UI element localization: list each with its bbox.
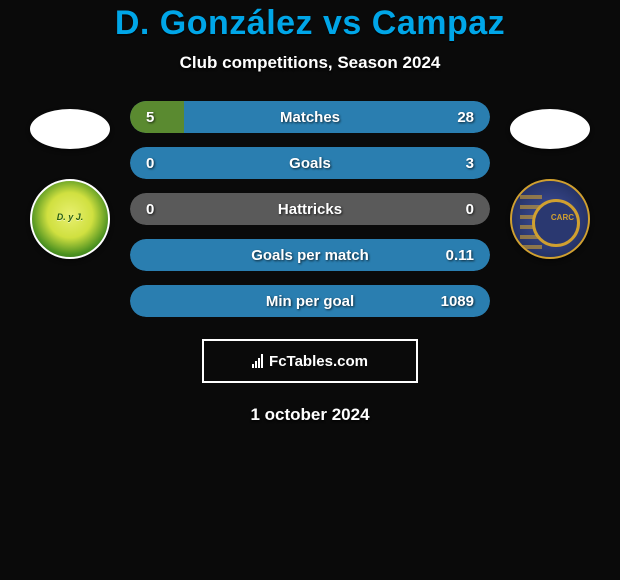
stat-bar: 0Hattricks0 xyxy=(130,193,490,225)
source-link[interactable]: FcTables.com xyxy=(202,339,418,383)
right-badge-text: CARC xyxy=(551,213,574,222)
right-team-badge: CARC xyxy=(510,179,590,259)
stat-bar: Goals per match0.11 xyxy=(130,239,490,271)
stat-right-value: 0.11 xyxy=(446,247,474,264)
left-badge-text: D. y J. xyxy=(57,212,84,222)
stat-bar: Min per goal1089 xyxy=(130,285,490,317)
stat-label: Goals xyxy=(130,155,490,172)
left-player-avatar xyxy=(30,109,110,149)
stat-label: Hattricks xyxy=(130,201,490,218)
stat-bar: 5Matches28 xyxy=(130,101,490,133)
source-brand-text: FcTables.com xyxy=(269,353,368,370)
left-team-badge: D. y J. xyxy=(30,179,110,259)
stat-right-value: 3 xyxy=(466,155,474,172)
stats-comparison-card: D. González vs Campaz Club competitions,… xyxy=(0,0,620,425)
right-player-avatar xyxy=(510,109,590,149)
stats-bars: 5Matches280Goals30Hattricks0Goals per ma… xyxy=(130,101,490,317)
chart-bars-icon xyxy=(252,354,263,368)
left-player-column: D. y J. xyxy=(20,101,120,259)
subtitle: Club competitions, Season 2024 xyxy=(0,53,620,73)
stat-bar: 0Goals3 xyxy=(130,147,490,179)
stat-label: Goals per match xyxy=(130,247,490,264)
page-title: D. González vs Campaz xyxy=(0,4,620,43)
stat-label: Min per goal xyxy=(130,293,490,310)
content-row: D. y J. 5Matches280Goals30Hattricks0Goal… xyxy=(0,101,620,317)
stat-label: Matches xyxy=(130,109,490,126)
stat-right-value: 1089 xyxy=(441,293,474,310)
stat-right-value: 28 xyxy=(457,109,474,126)
stat-right-value: 0 xyxy=(466,201,474,218)
date-text: 1 october 2024 xyxy=(0,405,620,425)
right-player-column: CARC xyxy=(500,101,600,259)
